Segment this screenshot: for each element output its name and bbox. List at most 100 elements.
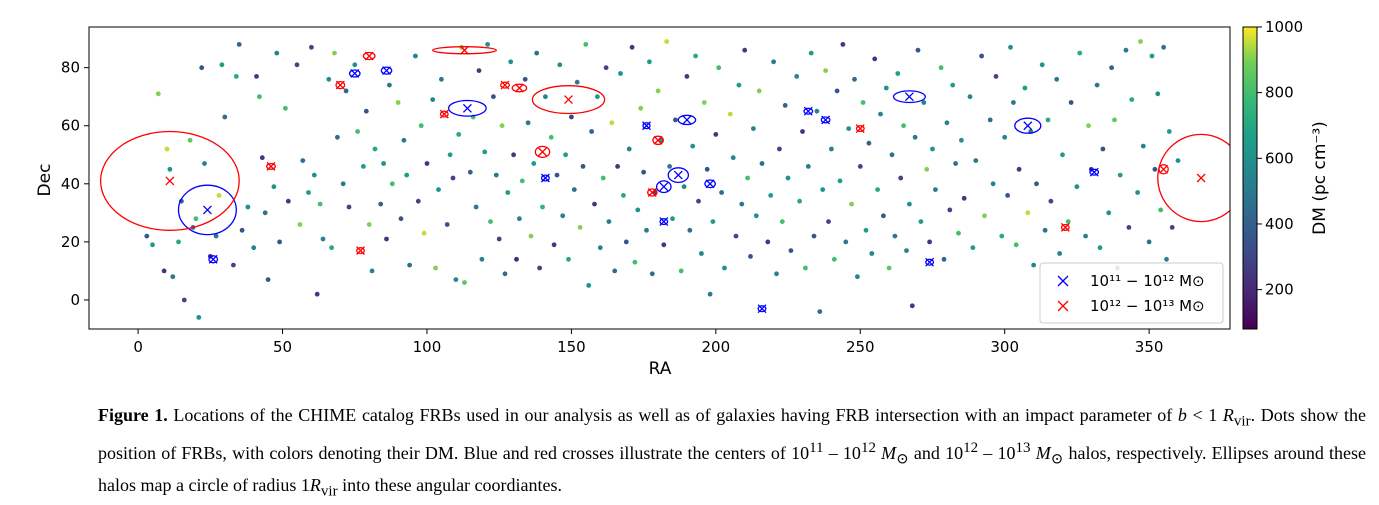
frb-point	[1140, 143, 1146, 149]
high-mass-halo-center-marker	[500, 80, 510, 90]
low-mass-halo-center-marker	[757, 304, 767, 314]
frb-point	[514, 256, 519, 262]
high-mass-halo-center-marker	[364, 51, 374, 61]
frb-point	[1016, 166, 1022, 172]
high-mass-halo-center-marker	[335, 80, 345, 90]
frb-point	[930, 146, 935, 152]
low-mass-halo-center-marker	[642, 121, 651, 131]
low-mass-halo-center-marker	[705, 179, 715, 189]
low-mass-halo-center-marker	[382, 66, 391, 76]
frb-point	[271, 184, 277, 190]
low-mass-halo-center-marker	[350, 69, 360, 78]
y-axis-label: Dec	[35, 164, 55, 197]
frb-point	[583, 42, 589, 47]
frb-point	[875, 187, 880, 193]
frb-point	[395, 100, 401, 105]
frb-point	[1077, 50, 1083, 56]
frb-point	[1109, 65, 1114, 71]
frb-point	[566, 256, 571, 262]
frb-point	[1060, 152, 1065, 158]
low-mass-halo-ellipse	[667, 167, 690, 184]
high-mass-halo-ellipse	[362, 51, 376, 61]
caption-label: Figure 1.	[98, 405, 168, 425]
frb-point	[181, 297, 187, 303]
frb-point	[569, 114, 574, 120]
frb-point	[306, 190, 311, 195]
frb-point	[1155, 91, 1161, 97]
frb-point	[979, 53, 984, 59]
frb-point	[496, 236, 502, 242]
y-tick-label: 80	[61, 59, 80, 77]
frb-point	[265, 277, 271, 282]
caption-var: M	[1030, 442, 1051, 463]
frb-point	[1054, 76, 1060, 82]
frb-point	[774, 271, 779, 277]
colorbar-tick-label: 800	[1265, 84, 1294, 102]
high-mass-halo-center-marker	[1159, 164, 1169, 174]
frb-point	[1083, 233, 1088, 239]
frb-point	[915, 47, 921, 53]
low-mass-halo-ellipse	[380, 66, 393, 75]
frb-point	[485, 42, 490, 47]
low-mass-halo-ellipse	[1089, 168, 1100, 176]
frb-point	[924, 166, 930, 172]
frb-point	[574, 79, 580, 85]
frb-point	[843, 239, 849, 245]
frb-point	[493, 172, 499, 178]
frb-point	[557, 62, 563, 68]
frb-point	[407, 262, 412, 268]
caption-text: < 1	[1186, 405, 1223, 425]
frb-point	[852, 76, 857, 82]
caption-text: – 10	[978, 442, 1016, 463]
low-mass-halo-ellipse	[925, 258, 935, 266]
frb-point	[444, 222, 450, 227]
low-mass-halo-ellipse	[803, 107, 814, 115]
x-tick-label: 150	[557, 338, 586, 356]
frb-point	[1013, 242, 1019, 248]
frb-point	[563, 152, 568, 158]
low-mass-halo-ellipse	[677, 114, 697, 126]
frb-point	[456, 132, 462, 137]
colorbar-ticks: 200 400 600 800 1000	[1257, 18, 1303, 299]
frb-point	[1152, 166, 1158, 172]
high-mass-halo-ellipse	[652, 135, 664, 146]
frb-point	[1031, 262, 1036, 268]
frb-point	[1129, 97, 1135, 102]
frb-point	[389, 181, 395, 187]
frb-point	[1034, 181, 1039, 187]
frb-point	[696, 198, 701, 204]
high-mass-halo-center-marker	[653, 135, 663, 145]
low-mass-halo-ellipse	[447, 99, 487, 117]
frb-point	[155, 91, 161, 97]
frb-point	[1169, 225, 1175, 230]
frb-point	[901, 123, 906, 129]
low-mass-halo-center-marker	[1023, 121, 1033, 131]
colorbar-tick-label: 1000	[1265, 18, 1303, 36]
frb-point	[777, 146, 782, 152]
frb-point	[274, 50, 280, 56]
frb-point	[491, 94, 496, 100]
frb-point	[678, 268, 684, 274]
frb-point	[808, 50, 814, 56]
x-tick-label: 0	[133, 338, 143, 356]
high-mass-halo-ellipse	[335, 80, 346, 90]
frb-point	[944, 120, 950, 126]
frb-point	[355, 129, 360, 134]
frb-point	[164, 146, 170, 152]
low-mass-halo-center-marker	[673, 170, 683, 180]
caption-text: and 10	[908, 442, 964, 463]
frb-point	[262, 210, 268, 216]
low-mass-halo-ellipse	[704, 179, 716, 189]
frb-point	[982, 213, 987, 219]
x-axis-label: RA	[649, 359, 672, 379]
frb-point	[259, 155, 265, 161]
frb-point	[577, 225, 583, 230]
frb-point	[941, 256, 947, 262]
frb-point	[453, 277, 459, 282]
frb-point	[1146, 239, 1152, 245]
frb-point	[219, 62, 225, 68]
frb-point	[467, 169, 473, 175]
frb-point	[644, 227, 649, 233]
frb-point	[855, 274, 860, 280]
high-mass-halo-center-marker	[647, 188, 657, 197]
